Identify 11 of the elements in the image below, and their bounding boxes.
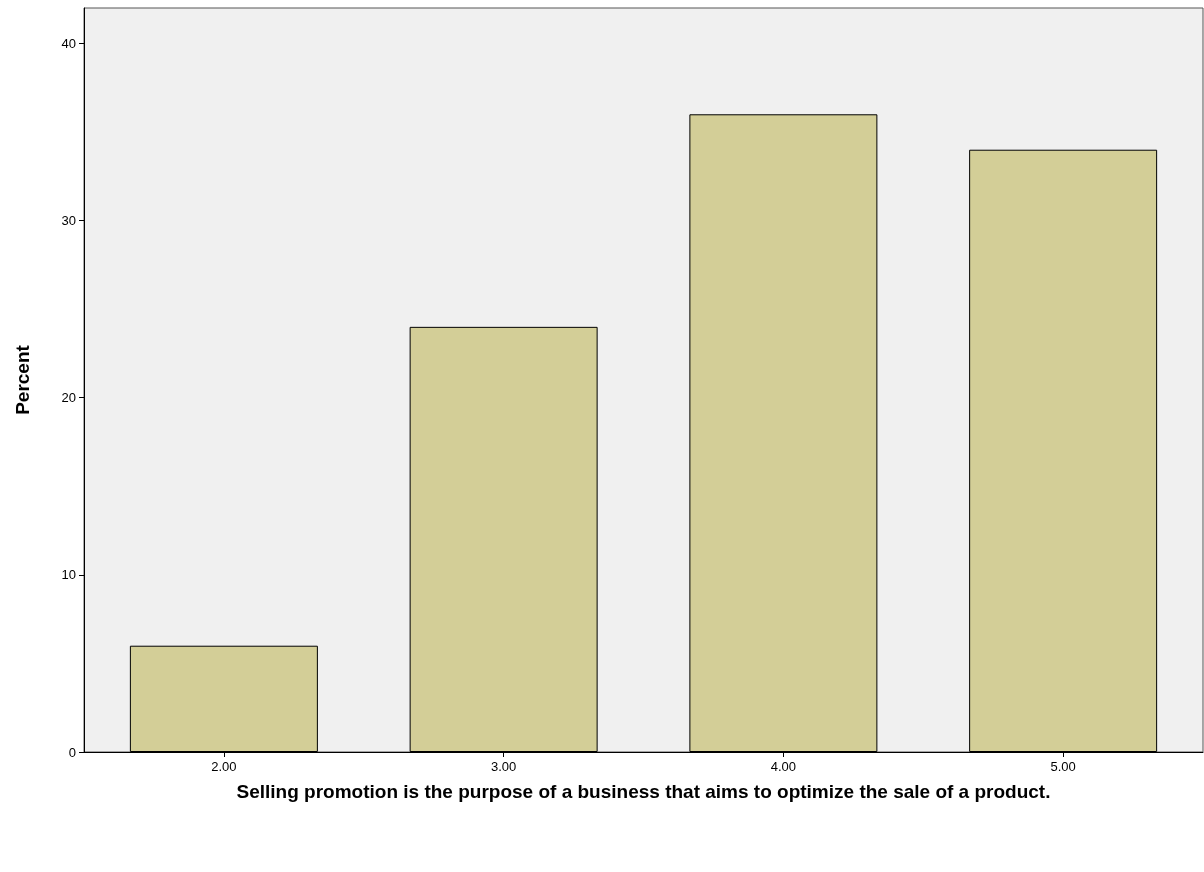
y-tick-label: 40 [61, 35, 76, 51]
x-tick-label: 3.00 [490, 759, 517, 774]
y-tick-label: 20 [61, 390, 76, 406]
x-tick-label: 4.00 [770, 759, 797, 774]
y-tick-label: 30 [61, 213, 76, 229]
y-axis-title: Percent [12, 344, 33, 415]
y-tick-label: 10 [61, 567, 76, 583]
x-tick-label: 2.00 [211, 759, 237, 774]
x-tick-label: 5.00 [1050, 759, 1076, 774]
x-axis-title: Selling promotion is the purpose of a business that aims to optimize the sale of a product. [236, 780, 1051, 802]
y-tick-label: 0 [68, 744, 76, 760]
